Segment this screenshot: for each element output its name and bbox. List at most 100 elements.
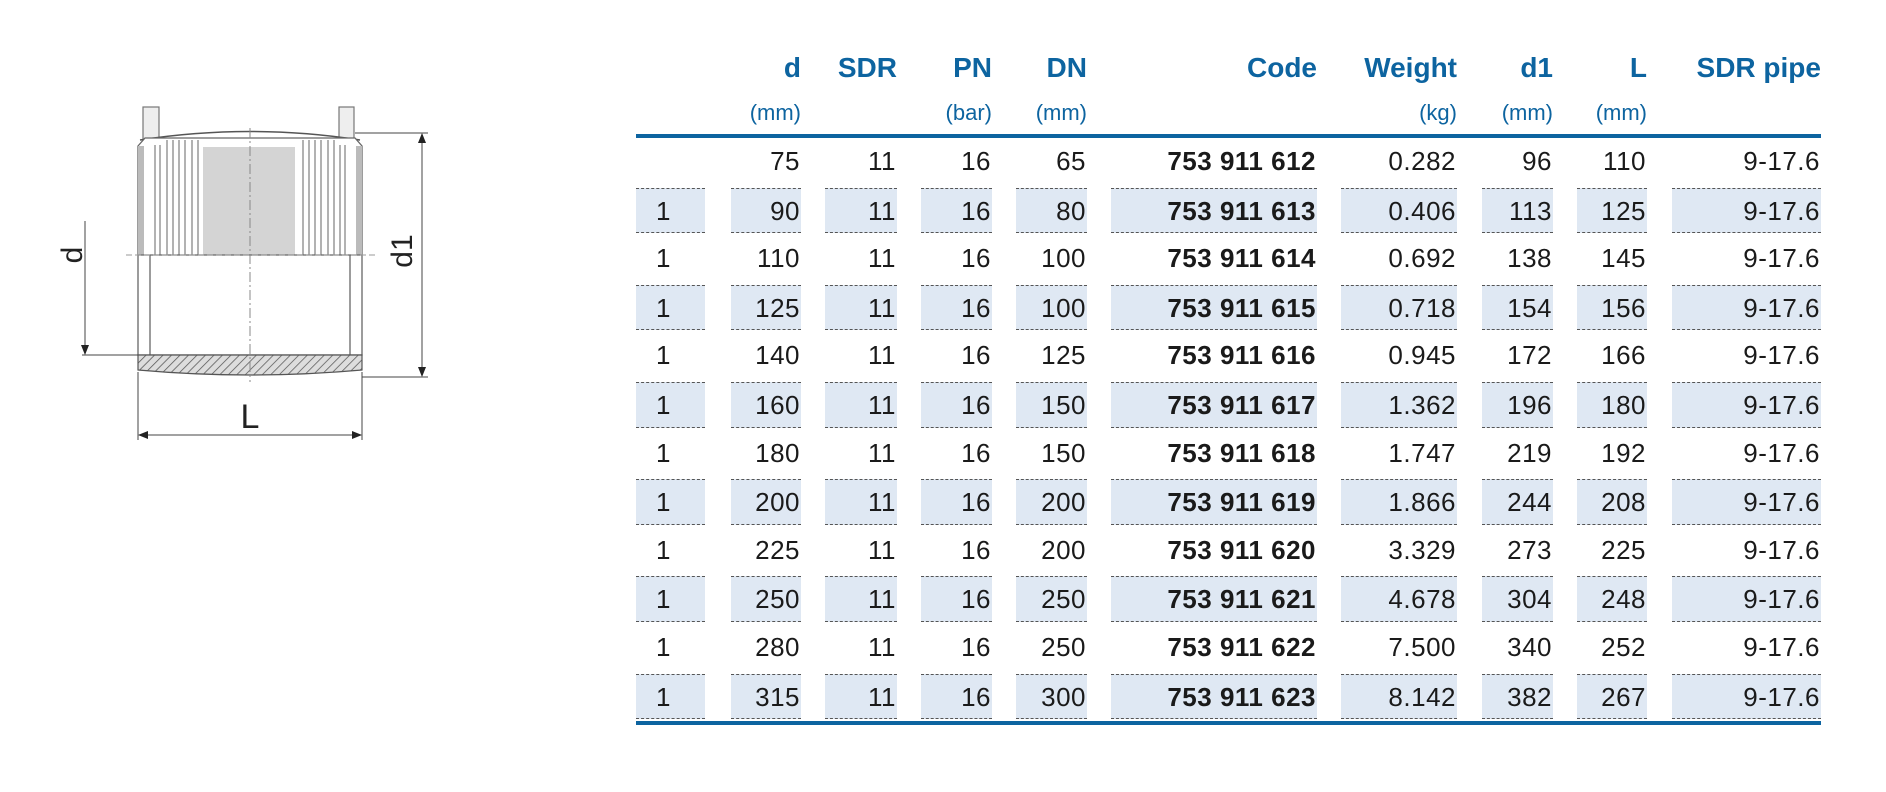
cell-sdr: 11 xyxy=(825,187,897,234)
cell-dn: 200 xyxy=(1041,534,1086,565)
cell-qty: 1 xyxy=(656,243,671,274)
column-header-code: Code xyxy=(1247,52,1317,83)
cell-weight: 1.747 xyxy=(1388,437,1456,468)
cell-d: 200 xyxy=(731,479,801,525)
cell-l: 156 xyxy=(1577,284,1647,331)
cell-d: 280 xyxy=(755,632,800,662)
footer-rule xyxy=(636,720,1821,725)
column-unit-dn: (mm) xyxy=(1035,100,1087,125)
cell-d: 250 xyxy=(731,576,801,622)
cell-d1: 219 xyxy=(1507,437,1552,468)
dimension-d1 xyxy=(355,132,428,378)
cell-dn: 65 xyxy=(1056,146,1086,176)
cell-weight: 0.692 xyxy=(1388,243,1456,274)
cell-pn: 16 xyxy=(921,187,992,234)
cell-pn: 16 xyxy=(961,146,991,176)
cell-weight: 0.406 xyxy=(1341,187,1457,234)
cell-sdr: 11 xyxy=(868,437,896,468)
cell-dn: 80 xyxy=(1016,187,1087,234)
cell-pn: 16 xyxy=(961,632,991,662)
dimension-label-d: d xyxy=(56,247,89,264)
cell-d: 90 xyxy=(731,187,801,234)
column-header-dn: DN xyxy=(1046,52,1087,83)
cell-sdr: 11 xyxy=(868,632,896,662)
cell-code: 753 911 616 xyxy=(1167,340,1316,371)
cell-l: 267 xyxy=(1577,673,1647,720)
column-header-d: d xyxy=(783,52,801,83)
cell-qty: 1 xyxy=(636,187,705,234)
cell-d: 315 xyxy=(731,673,801,720)
terminal-pins xyxy=(142,106,355,140)
cell-code: 753 911 623 xyxy=(1111,673,1317,720)
dimension-d xyxy=(81,221,138,356)
cell-d1: 113 xyxy=(1482,187,1553,234)
cell-dn: 100 xyxy=(1041,243,1086,274)
cell-qty: 1 xyxy=(636,479,705,525)
cell-sdr-pipe: 9-17.6 xyxy=(1672,576,1821,622)
cell-code: 753 911 621 xyxy=(1111,576,1317,622)
cell-code: 753 911 620 xyxy=(1167,534,1316,565)
cell-d1: 154 xyxy=(1482,284,1553,331)
cell-pn: 16 xyxy=(921,284,992,331)
cell-code: 753 911 612 xyxy=(1167,146,1316,176)
cell-pn: 16 xyxy=(961,534,991,565)
coupler-technical-drawing: d d1 L xyxy=(56,106,428,440)
dimension-L xyxy=(137,372,363,440)
cell-sdr-pipe: 9-17.6 xyxy=(1743,146,1820,176)
cell-qty: 1 xyxy=(636,576,705,622)
cell-code: 753 911 619 xyxy=(1111,479,1317,525)
cell-pn: 16 xyxy=(961,243,991,274)
cell-l: 110 xyxy=(1603,146,1646,176)
cell-code: 753 911 614 xyxy=(1167,243,1316,274)
cell-weight: 4.678 xyxy=(1341,576,1457,622)
cell-qty: 1 xyxy=(656,437,671,468)
column-unit-weight: (kg) xyxy=(1419,100,1457,125)
coupler-body xyxy=(137,137,363,356)
cell-pn: 16 xyxy=(961,437,991,468)
cell-sdr-pipe: 9-17.6 xyxy=(1672,673,1821,720)
cell-weight: 7.500 xyxy=(1388,632,1456,662)
cell-d1: 382 xyxy=(1482,673,1553,720)
cell-weight: 3.329 xyxy=(1388,534,1456,565)
cell-d: 180 xyxy=(755,437,800,468)
cell-l: 125 xyxy=(1577,187,1647,234)
cell-weight: 8.142 xyxy=(1341,673,1457,720)
column-header-sdr-pipe: SDR pipe xyxy=(1696,52,1821,83)
cell-qty: 1 xyxy=(656,534,671,565)
cell-l: 145 xyxy=(1601,243,1646,274)
cell-weight: 1.362 xyxy=(1341,382,1457,428)
cell-sdr-pipe: 9-17.6 xyxy=(1672,479,1821,525)
cell-qty: 1 xyxy=(656,632,671,662)
header-rule xyxy=(636,134,1821,138)
column-unit-d: (mm) xyxy=(749,100,801,125)
column-unit-l: (mm) xyxy=(1595,100,1647,125)
cell-d: 110 xyxy=(757,243,800,274)
cell-pn: 16 xyxy=(921,576,992,622)
column-header-sdr: SDR xyxy=(837,52,897,83)
cell-qty: 1 xyxy=(636,284,705,331)
cell-dn: 100 xyxy=(1016,284,1087,331)
cell-d1: 244 xyxy=(1482,479,1553,525)
cell-dn: 125 xyxy=(1041,340,1086,371)
cell-d: 225 xyxy=(755,534,800,565)
cell-qty: 1 xyxy=(656,340,671,371)
cell-d1: 138 xyxy=(1507,243,1552,274)
cell-l: 248 xyxy=(1577,576,1647,622)
cell-weight: 0.282 xyxy=(1388,146,1456,176)
cell-l: 252 xyxy=(1601,632,1646,662)
cell-l: 166 xyxy=(1601,340,1646,371)
cell-sdr: 11 xyxy=(825,284,897,331)
column-header-pn: PN xyxy=(953,52,992,83)
cell-sdr-pipe: 9-17.6 xyxy=(1743,632,1820,662)
cell-d1: 96 xyxy=(1522,146,1552,176)
cell-sdr: 11 xyxy=(825,382,897,428)
cell-dn: 250 xyxy=(1041,632,1086,662)
cell-d: 140 xyxy=(755,340,800,371)
cell-code: 753 911 622 xyxy=(1167,632,1316,662)
cell-sdr: 11 xyxy=(825,479,897,525)
column-header-weight: Weight xyxy=(1364,52,1457,83)
cell-l: 180 xyxy=(1577,382,1647,428)
cell-d: 125 xyxy=(731,284,801,331)
cell-dn: 250 xyxy=(1016,576,1087,622)
